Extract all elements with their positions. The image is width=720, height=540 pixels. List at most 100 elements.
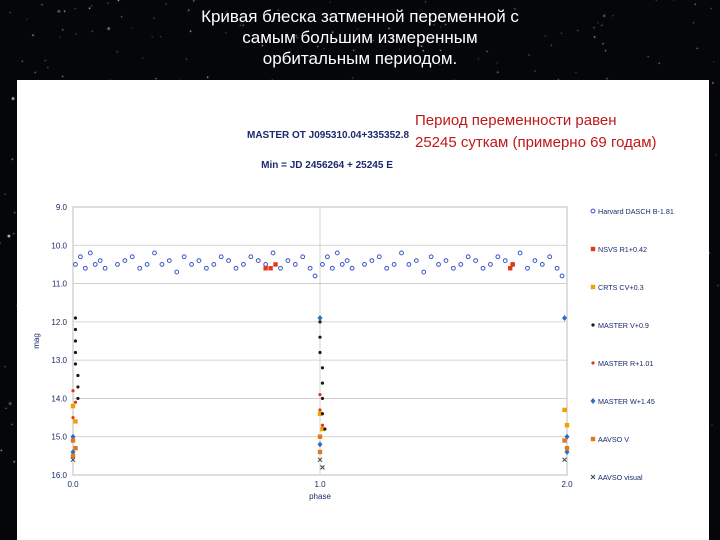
legend-marker xyxy=(590,398,596,404)
data-point xyxy=(292,262,298,267)
data-point xyxy=(562,438,567,443)
data-point xyxy=(129,254,135,260)
period-annotation-line-1: Период переменности равен xyxy=(415,112,617,129)
chart-header: MASTER OT J095310.04+335352.8 Min = JD 2… xyxy=(247,121,410,181)
x-tick-label: 0.0 xyxy=(67,480,79,489)
data-point xyxy=(70,403,76,409)
light-curve-plot: 9.0 10.0 11.0 12.0 13.0 14.0 15.0 16.00.0 1.0 2.0… xyxy=(32,203,674,501)
data-point xyxy=(70,457,76,463)
data-point xyxy=(564,423,570,428)
data-point xyxy=(502,258,508,264)
y-tick-label: 11.0 xyxy=(52,280,68,289)
data-point xyxy=(564,449,570,456)
data-point xyxy=(73,362,78,366)
data-point xyxy=(76,373,80,378)
data-point xyxy=(428,254,434,260)
y-tick-label: 12.0 xyxy=(51,318,67,327)
data-point xyxy=(465,254,471,260)
data-point xyxy=(70,449,76,456)
data-point xyxy=(307,265,313,271)
data-point xyxy=(391,262,397,267)
data-point xyxy=(263,262,269,267)
data-point xyxy=(73,339,78,343)
data-point xyxy=(285,258,291,264)
data-point xyxy=(450,265,456,271)
data-point xyxy=(166,258,172,264)
data-point xyxy=(174,269,180,275)
data-point xyxy=(349,265,355,271)
legend-marker xyxy=(590,246,596,252)
data-point xyxy=(317,315,323,322)
data-point xyxy=(78,254,83,260)
data-point xyxy=(507,266,513,271)
x-tick-label: 2.0 xyxy=(561,480,573,489)
data-point xyxy=(317,457,323,463)
data-point xyxy=(73,446,78,451)
data-point xyxy=(362,262,367,267)
data-point xyxy=(73,262,78,267)
data-point xyxy=(226,258,232,264)
data-point xyxy=(369,258,375,264)
data-point xyxy=(495,254,501,260)
legend-marker xyxy=(590,208,596,214)
data-point xyxy=(339,262,345,267)
y-axis-label: mag xyxy=(32,333,41,349)
data-point xyxy=(318,393,322,397)
data-point xyxy=(233,265,239,271)
legend-marker xyxy=(590,436,596,442)
data-point xyxy=(554,265,560,271)
data-point xyxy=(70,433,76,440)
data-point xyxy=(458,262,464,267)
data-point xyxy=(480,265,486,271)
x-axis-label: phase xyxy=(309,492,331,501)
data-point xyxy=(122,258,128,264)
data-point xyxy=(70,438,76,443)
data-point xyxy=(102,265,108,271)
y-tick-label: 13.0 xyxy=(51,356,67,365)
data-point xyxy=(547,254,553,260)
legend-marker xyxy=(591,361,595,365)
data-point xyxy=(325,254,330,260)
data-point xyxy=(270,250,276,256)
data-point xyxy=(137,265,143,271)
data-point xyxy=(317,411,323,416)
data-point xyxy=(317,441,323,448)
data-point xyxy=(564,446,570,451)
chart-title: MASTER OT J095310.04+335352.8 xyxy=(247,130,410,141)
data-point xyxy=(263,266,268,271)
data-point xyxy=(406,262,412,267)
data-point xyxy=(152,250,157,256)
data-point xyxy=(320,381,325,385)
data-point xyxy=(300,254,306,260)
data-point xyxy=(268,266,273,271)
data-point xyxy=(539,262,545,267)
data-point xyxy=(71,415,75,420)
data-point xyxy=(159,262,165,267)
data-point xyxy=(82,265,88,271)
data-point xyxy=(334,250,340,256)
data-point xyxy=(312,273,318,279)
slide-title-line-1: Кривая блеска затменной переменной с xyxy=(201,7,519,26)
data-point xyxy=(73,316,78,320)
data-point xyxy=(115,262,120,267)
legend-label: AAVSO V xyxy=(598,435,629,444)
data-point xyxy=(564,433,570,440)
legend-label: CRTS CV+0.3 xyxy=(598,283,644,292)
data-point xyxy=(97,258,103,264)
data-point xyxy=(320,426,325,432)
legend-label: AAVSO visual xyxy=(598,473,643,482)
data-point xyxy=(248,254,254,260)
data-point xyxy=(562,457,567,463)
data-point xyxy=(320,366,325,370)
data-point xyxy=(211,262,217,267)
data-point xyxy=(76,385,80,389)
legend-marker xyxy=(590,474,596,480)
data-point xyxy=(344,258,350,264)
data-point xyxy=(70,453,76,459)
period-annotation: Период переменности равен 25245 суткам (… xyxy=(415,110,657,154)
data-point xyxy=(329,265,335,271)
data-point xyxy=(323,427,327,431)
data-point xyxy=(203,265,209,271)
data-point xyxy=(218,254,224,260)
x-tick-label: 1.0 xyxy=(314,480,326,489)
